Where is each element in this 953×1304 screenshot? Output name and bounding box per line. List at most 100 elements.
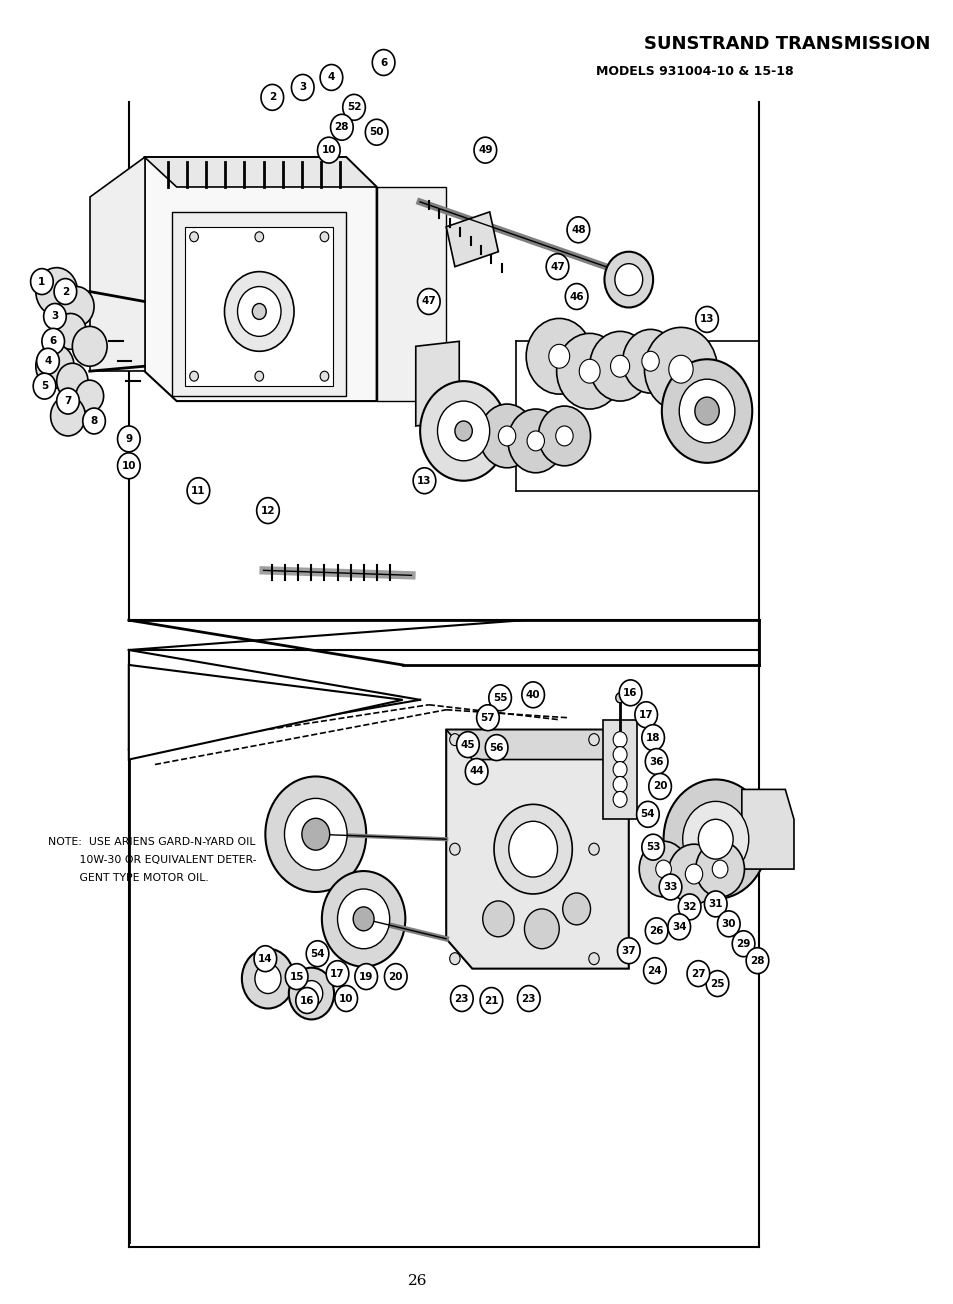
Text: 40: 40: [525, 690, 540, 700]
Circle shape: [517, 986, 539, 1012]
Circle shape: [565, 283, 587, 309]
Text: 2: 2: [269, 93, 275, 103]
Circle shape: [661, 360, 752, 463]
Circle shape: [508, 822, 557, 878]
Circle shape: [42, 329, 65, 355]
Polygon shape: [144, 156, 376, 402]
Circle shape: [320, 372, 329, 381]
Circle shape: [615, 692, 624, 703]
Circle shape: [449, 953, 459, 965]
Text: 28: 28: [749, 956, 764, 966]
Text: 26: 26: [407, 1274, 427, 1288]
Circle shape: [295, 987, 318, 1013]
Circle shape: [745, 948, 768, 974]
Circle shape: [589, 331, 650, 402]
Circle shape: [224, 271, 294, 351]
Text: 37: 37: [620, 945, 636, 956]
Text: 23: 23: [521, 994, 536, 1004]
Circle shape: [353, 906, 374, 931]
Circle shape: [679, 379, 734, 443]
Circle shape: [537, 406, 590, 466]
Text: 3: 3: [51, 312, 58, 321]
Circle shape: [712, 861, 727, 878]
Text: 12: 12: [260, 506, 274, 515]
Circle shape: [578, 360, 599, 383]
Circle shape: [588, 844, 598, 855]
Circle shape: [413, 468, 436, 494]
Circle shape: [476, 704, 498, 730]
Circle shape: [655, 861, 671, 878]
Polygon shape: [376, 186, 446, 402]
Circle shape: [355, 964, 377, 990]
Circle shape: [479, 987, 502, 1013]
Polygon shape: [602, 720, 637, 819]
Circle shape: [644, 918, 667, 944]
Text: 9: 9: [125, 434, 132, 443]
Circle shape: [494, 805, 572, 895]
Text: 29: 29: [736, 939, 750, 949]
Circle shape: [548, 344, 569, 368]
Circle shape: [667, 914, 690, 940]
Circle shape: [695, 306, 718, 333]
Text: 11: 11: [191, 485, 206, 496]
Text: SUNSTRAND TRANSMISSION: SUNSTRAND TRANSMISSION: [644, 35, 930, 52]
Text: GENT TYPE MOTOR OIL.: GENT TYPE MOTOR OIL.: [48, 874, 209, 883]
Text: 6: 6: [379, 57, 387, 68]
Text: 21: 21: [484, 995, 498, 1005]
Circle shape: [644, 327, 717, 411]
Circle shape: [449, 844, 459, 855]
Circle shape: [456, 732, 478, 758]
Circle shape: [320, 64, 342, 90]
Circle shape: [256, 498, 279, 523]
Text: 28: 28: [335, 123, 349, 132]
Circle shape: [497, 426, 516, 446]
Text: 24: 24: [647, 966, 661, 975]
Polygon shape: [446, 211, 497, 266]
Polygon shape: [185, 227, 333, 386]
Circle shape: [242, 949, 294, 1008]
Circle shape: [419, 381, 507, 481]
Circle shape: [261, 85, 283, 111]
Text: 20: 20: [388, 971, 402, 982]
Circle shape: [284, 798, 347, 870]
Circle shape: [613, 732, 626, 747]
Circle shape: [384, 964, 407, 990]
Text: 10: 10: [321, 145, 335, 155]
Circle shape: [507, 409, 563, 473]
Circle shape: [465, 759, 487, 785]
Text: 10: 10: [121, 460, 136, 471]
Circle shape: [326, 961, 349, 987]
Text: 4: 4: [328, 73, 335, 82]
Circle shape: [285, 964, 308, 990]
Circle shape: [190, 232, 198, 241]
Circle shape: [44, 304, 66, 330]
Circle shape: [291, 74, 314, 100]
Circle shape: [524, 909, 558, 949]
Circle shape: [613, 776, 626, 793]
Text: 10: 10: [338, 994, 354, 1004]
Circle shape: [667, 844, 720, 904]
Text: 13: 13: [416, 476, 432, 485]
Circle shape: [617, 938, 639, 964]
Text: 55: 55: [493, 692, 507, 703]
Text: 49: 49: [477, 145, 492, 155]
Circle shape: [588, 734, 598, 746]
Circle shape: [663, 780, 767, 898]
Circle shape: [300, 981, 322, 1007]
Text: 1: 1: [38, 276, 46, 287]
Circle shape: [648, 773, 671, 799]
Circle shape: [335, 986, 357, 1012]
Text: 20: 20: [652, 781, 667, 792]
Circle shape: [686, 961, 709, 987]
Text: 26: 26: [649, 926, 663, 936]
Polygon shape: [741, 789, 793, 868]
Circle shape: [644, 748, 667, 775]
Text: 15: 15: [289, 971, 304, 982]
Text: 44: 44: [469, 767, 483, 776]
Circle shape: [695, 841, 743, 897]
Circle shape: [705, 970, 728, 996]
Text: 4: 4: [44, 356, 51, 366]
Text: 18: 18: [645, 733, 659, 743]
Circle shape: [546, 254, 568, 279]
Circle shape: [237, 287, 281, 336]
